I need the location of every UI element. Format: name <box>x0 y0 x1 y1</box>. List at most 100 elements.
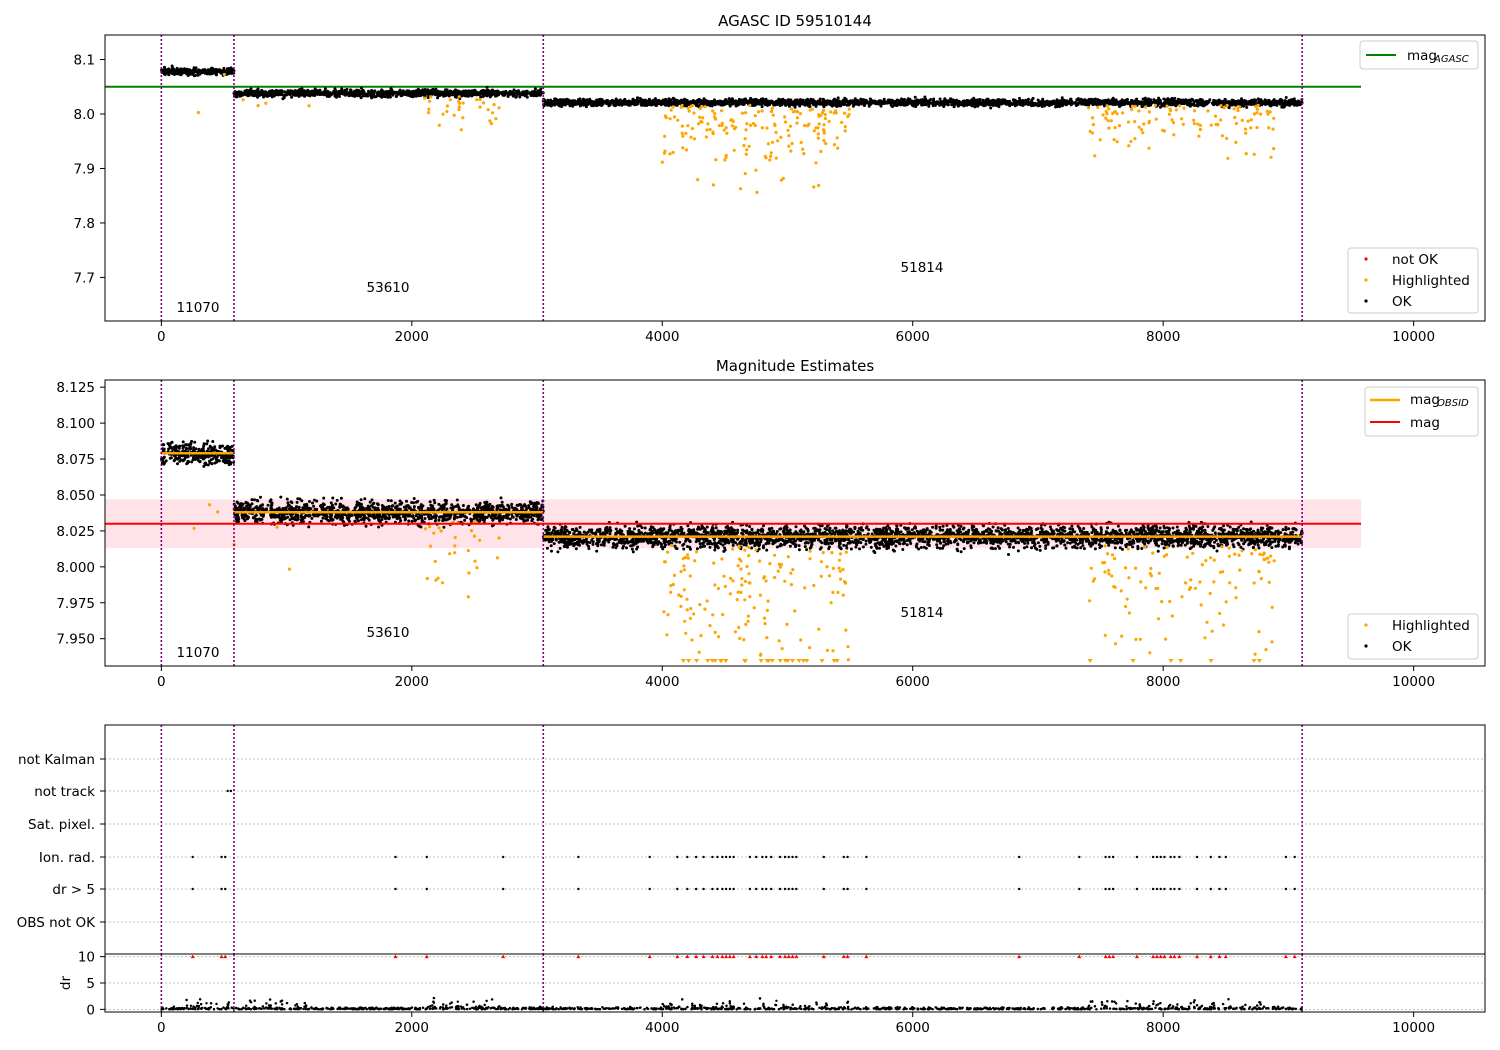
ok-point <box>441 91 445 95</box>
ok-point <box>307 90 311 94</box>
ok-point <box>782 101 786 105</box>
highlighted-point <box>799 140 803 145</box>
highlighted-point <box>768 158 772 162</box>
ok-point <box>1157 98 1161 102</box>
ok-point <box>821 101 825 105</box>
ok-point <box>169 441 173 445</box>
ok-point <box>181 444 185 448</box>
ok-point <box>1180 99 1184 103</box>
highlighted-point <box>795 110 800 114</box>
ok-point <box>832 101 836 105</box>
highlighted-point <box>1216 123 1220 127</box>
ok-point <box>379 89 383 93</box>
obsid-label: 51814 <box>901 260 944 276</box>
ok-point <box>171 447 175 451</box>
highlighted-point <box>1244 131 1248 135</box>
ok-point <box>971 102 975 105</box>
legend-marker-highlighted <box>1364 278 1368 282</box>
ok-point <box>262 95 266 99</box>
ok-point <box>1174 99 1178 103</box>
ok-point <box>181 454 184 458</box>
highlighted-point <box>779 135 783 139</box>
ok-point <box>1114 101 1118 105</box>
ok-point <box>1226 100 1230 104</box>
highlighted-point <box>783 115 787 119</box>
highlighted-point <box>492 103 496 107</box>
highlighted-point <box>753 114 757 118</box>
ok-point <box>1020 102 1024 106</box>
highlighted-point <box>817 183 821 188</box>
ok-point <box>743 97 747 101</box>
ok-point <box>248 92 252 96</box>
highlighted-point <box>1192 118 1196 122</box>
ok-point <box>162 443 166 447</box>
ok-point <box>623 97 627 101</box>
highlighted-point <box>1181 122 1185 126</box>
ok-point <box>290 89 294 93</box>
highlighted-point <box>1170 118 1174 122</box>
ok-point <box>1036 104 1040 108</box>
highlighted-point <box>787 134 791 138</box>
ok-point <box>198 72 202 76</box>
ok-point <box>976 103 980 107</box>
highlighted-point <box>729 118 733 122</box>
ok-point <box>463 518 467 522</box>
highlighted-point <box>779 178 784 182</box>
highlighted-point <box>489 122 493 126</box>
highlighted-point <box>459 128 463 132</box>
ok-point <box>466 94 470 98</box>
ok-point <box>636 101 640 105</box>
highlighted-point <box>1091 123 1095 127</box>
highlighted-point <box>497 106 501 110</box>
ok-point <box>525 92 529 96</box>
ok-point <box>424 91 427 94</box>
highlighted-point <box>744 111 748 115</box>
highlighted-point <box>1249 118 1253 122</box>
highlighted-point <box>1104 116 1108 120</box>
ok-point <box>421 89 425 93</box>
ok-point <box>313 87 317 91</box>
ok-point <box>620 101 623 104</box>
ok-point <box>1262 101 1266 105</box>
highlighted-point <box>1236 109 1240 113</box>
ok-point <box>1170 96 1174 100</box>
ok-point <box>818 101 822 105</box>
ok-point <box>186 461 190 465</box>
highlighted-point <box>664 116 668 120</box>
ok-point <box>895 101 899 105</box>
ok-point <box>846 100 850 104</box>
ok-point <box>235 95 238 99</box>
ok-point <box>931 104 935 108</box>
ok-point <box>164 459 168 463</box>
ok-point <box>590 104 594 108</box>
ok-point <box>219 71 223 75</box>
ok-point <box>829 100 833 104</box>
ok-point <box>387 93 391 96</box>
ok-point <box>225 445 229 449</box>
ok-point <box>1106 98 1110 102</box>
highlighted-point <box>755 190 759 194</box>
highlighted-point <box>676 118 680 122</box>
highlighted-point <box>790 141 794 146</box>
highlighted-point <box>1087 106 1091 110</box>
ok-point <box>205 72 209 76</box>
highlighted-point <box>835 136 839 140</box>
highlighted-point <box>1272 147 1276 151</box>
ok-point <box>1148 98 1152 102</box>
ok-point <box>1203 103 1207 106</box>
highlighted-point <box>663 134 667 138</box>
highlighted-point <box>711 132 715 136</box>
ok-point <box>237 91 241 95</box>
ok-point <box>162 455 166 459</box>
highlighted-point <box>1154 117 1158 121</box>
highlighted-point <box>1171 121 1176 125</box>
ok-point <box>578 98 582 102</box>
ok-point <box>167 72 171 76</box>
highlighted-point <box>717 124 722 128</box>
ok-point <box>801 98 805 102</box>
highlighted-point <box>745 148 749 152</box>
ok-point <box>608 103 612 107</box>
ok-point <box>166 442 170 446</box>
ok-point <box>589 100 593 104</box>
ok-point <box>282 96 286 100</box>
